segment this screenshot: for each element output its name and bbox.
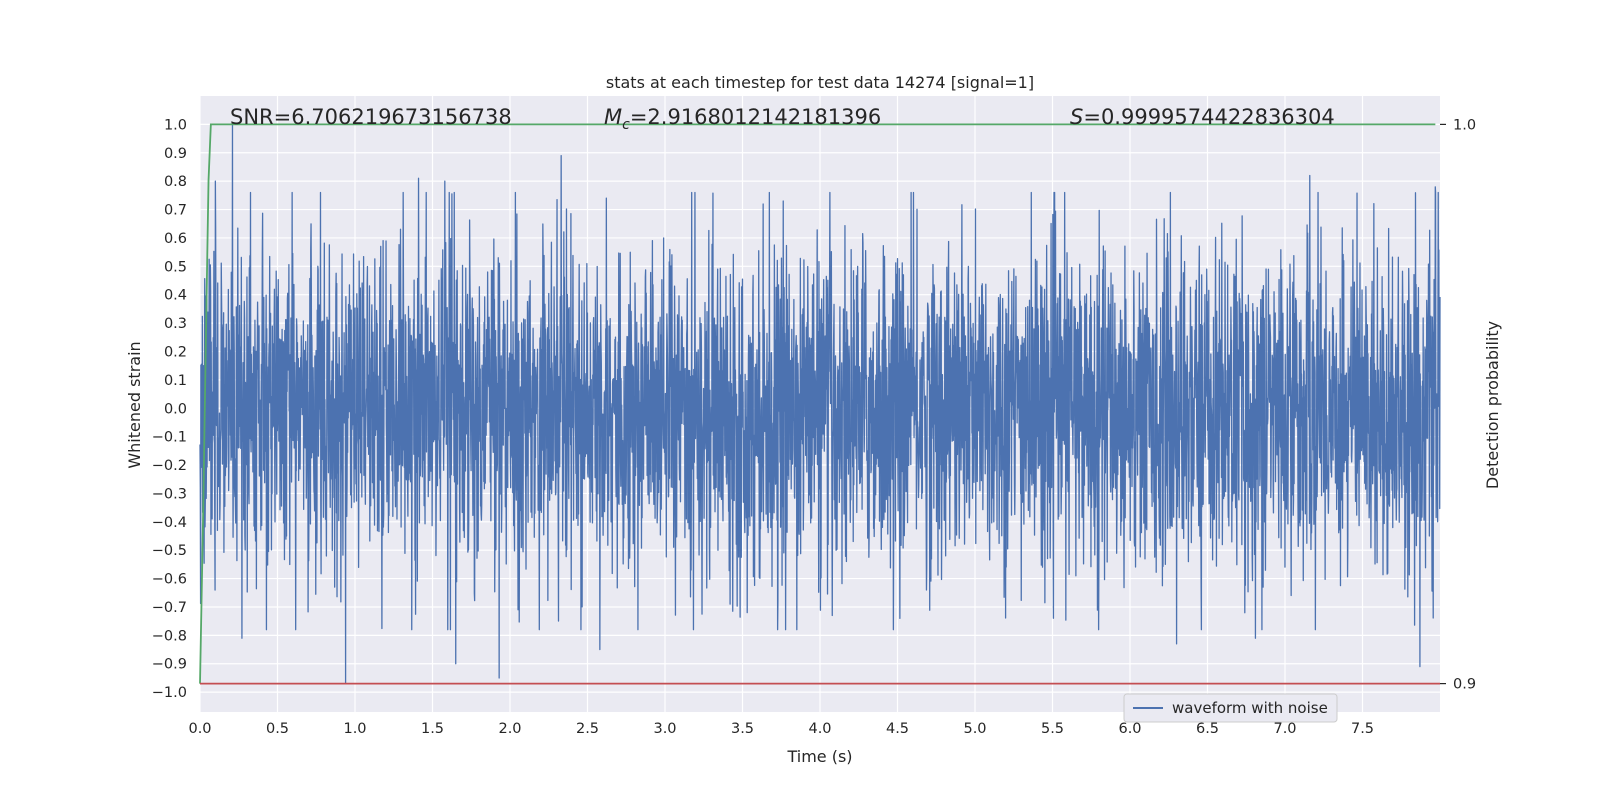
y-axis-label: Whitened strain bbox=[125, 341, 144, 468]
legend-box bbox=[1123, 693, 1338, 723]
x-tick-label: 3.0 bbox=[653, 721, 676, 737]
x-tick-label: 6.0 bbox=[1118, 721, 1141, 737]
y-tick-label: −0.7 bbox=[152, 600, 187, 616]
y-tick-label: −1.0 bbox=[152, 685, 187, 701]
s-value: =0.9999574422836304 bbox=[1083, 105, 1334, 129]
y-tick-label: −0.6 bbox=[152, 572, 187, 588]
y-tick-label: 0.1 bbox=[164, 373, 187, 389]
x-tick-label: 4.0 bbox=[808, 721, 831, 737]
waveform-series-line bbox=[199, 123, 1441, 685]
series-layer bbox=[199, 123, 1441, 685]
s-symbol: S bbox=[1070, 105, 1083, 129]
x-axis-label: Time (s) bbox=[786, 747, 852, 766]
y-tick-label: −0.3 bbox=[152, 486, 187, 502]
y-tick-label: 0.0 bbox=[164, 401, 187, 417]
y-tick-label: 0.6 bbox=[164, 231, 187, 247]
snr-annotation: SNR=6.706219673156738 bbox=[230, 105, 512, 129]
x-tick-label: 1.5 bbox=[421, 721, 444, 737]
x-tick-label: 6.5 bbox=[1196, 721, 1219, 737]
chirp-mass-value: =2.9168012142181396 bbox=[630, 105, 881, 129]
ticks-layer: 0.0 0.5 1.0 1.5 2.0 2.5 3.0 3.5 4.0 4.5 5.0 5.5 6.0 6… bbox=[152, 117, 1476, 737]
x-tick-label: 3.5 bbox=[731, 721, 754, 737]
legend: waveform with noise bbox=[1123, 693, 1338, 723]
y-tick-label: 0.9 bbox=[164, 146, 187, 162]
s-annotation: S=0.9999574422836304 bbox=[1070, 105, 1335, 129]
y-tick-label: 1.0 bbox=[164, 117, 187, 133]
x-tick-label: 4.5 bbox=[886, 721, 909, 737]
chart-title: stats at each timestep for test data 142… bbox=[606, 73, 1034, 92]
y-tick-label: −0.9 bbox=[152, 657, 187, 673]
x-tick-label: 5.5 bbox=[1041, 721, 1064, 737]
x-tick-label: 1.0 bbox=[343, 721, 366, 737]
y-tick-label: −0.2 bbox=[152, 458, 187, 474]
y-tick-label: −0.4 bbox=[152, 515, 187, 531]
y-tick-label: 0.8 bbox=[164, 174, 187, 190]
x-tick-label: 7.0 bbox=[1273, 721, 1296, 737]
snr-prefix: SNR= bbox=[230, 105, 291, 129]
y-tick-label: −0.1 bbox=[152, 430, 187, 446]
snr-value: 6.706219673156738 bbox=[291, 105, 511, 129]
y-tick-label: −0.5 bbox=[152, 543, 187, 559]
x-tick-label: 2.5 bbox=[576, 721, 599, 737]
x-tick-label: 7.5 bbox=[1351, 721, 1374, 737]
y-tick-label: 0.2 bbox=[164, 344, 187, 360]
x-tick-label: 0.0 bbox=[188, 721, 211, 737]
y2-axis-label: Detection probability bbox=[1483, 321, 1502, 489]
y-tick-label: 0.3 bbox=[164, 316, 187, 332]
y-tick-label: 0.4 bbox=[164, 288, 187, 304]
y2-tick-label: 0.9 bbox=[1453, 677, 1476, 693]
x-tick-label: 5.0 bbox=[963, 721, 986, 737]
x-tick-label: 0.5 bbox=[266, 721, 289, 737]
y-tick-label: −0.8 bbox=[152, 628, 187, 644]
chirp-mass-symbol: M bbox=[604, 105, 622, 129]
legend-label-waveform: waveform with noise bbox=[1172, 699, 1328, 717]
chirp-mass-annotation: Mc=2.9168012142181396 bbox=[604, 105, 881, 133]
x-tick-label: 2.0 bbox=[498, 721, 521, 737]
detection-probability-line bbox=[199, 123, 1436, 684]
y2-tick-label: 1.0 bbox=[1453, 117, 1476, 133]
y-tick-label: 0.7 bbox=[164, 203, 187, 219]
chirp-mass-subscript: c bbox=[622, 117, 630, 133]
y-tick-label: 0.5 bbox=[164, 259, 187, 275]
